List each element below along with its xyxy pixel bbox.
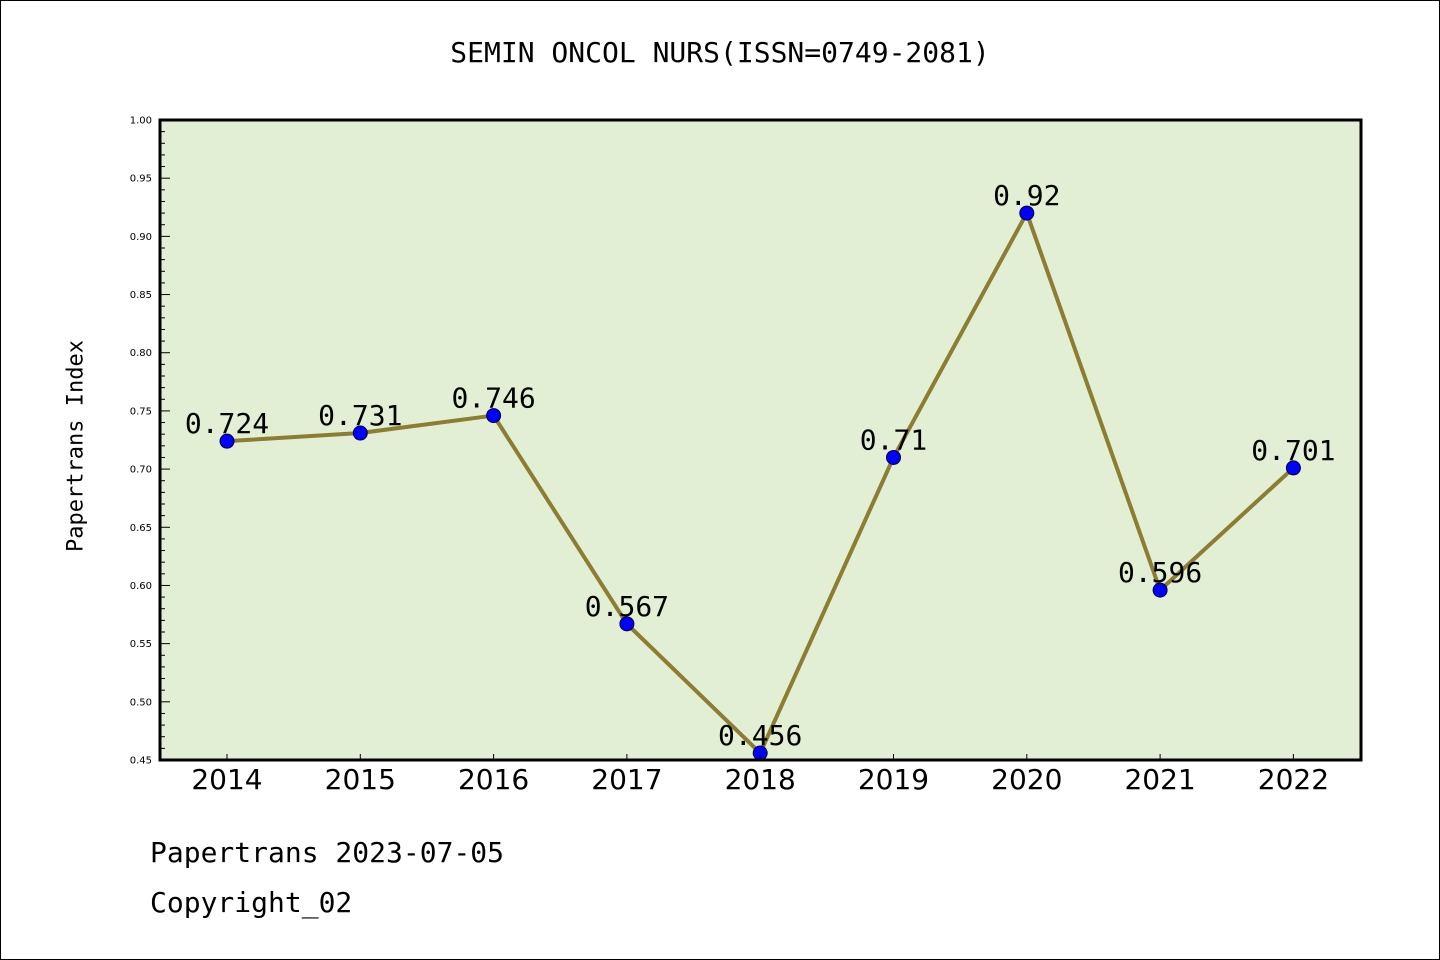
y-tick-label: 0.80 bbox=[130, 348, 152, 359]
data-point bbox=[1152, 582, 1168, 598]
chart-title: SEMIN ONCOL NURS(ISSN=0749-2081) bbox=[450, 36, 990, 69]
data-point bbox=[1285, 460, 1301, 476]
data-label: 0.567 bbox=[585, 590, 669, 623]
y-tick-label: 0.95 bbox=[130, 174, 152, 185]
x-tick-label: 2017 bbox=[591, 763, 662, 796]
data-label: 0.701 bbox=[1251, 434, 1335, 467]
x-tick-label: 2019 bbox=[858, 763, 929, 796]
y-tick-label: 0.85 bbox=[130, 290, 152, 301]
data-point bbox=[486, 408, 502, 424]
y-tick-label: 0.55 bbox=[130, 639, 152, 650]
data-point bbox=[886, 449, 901, 465]
y-tick-label: 0.45 bbox=[130, 756, 152, 767]
y-tick-label: 0.65 bbox=[130, 523, 152, 534]
data-label: 0.746 bbox=[451, 382, 535, 415]
data-point bbox=[352, 425, 368, 441]
plot-area bbox=[160, 120, 1361, 760]
x-tick-label: 2021 bbox=[1124, 763, 1195, 796]
footer-copyright: Copyright_02 bbox=[150, 886, 353, 919]
y-tick-label: 1.00 bbox=[130, 116, 152, 127]
x-tick-label: 2022 bbox=[1258, 763, 1329, 796]
plot-border bbox=[158, 118, 1363, 762]
x-tick-label: 2016 bbox=[458, 763, 529, 796]
y-tick-label: 0.60 bbox=[130, 581, 152, 592]
footer-date: Papertrans 2023-07-05 bbox=[150, 836, 505, 869]
y-axis-ticks: 0.45 0.50 0.55 0.60 0.65 0.70 0.75 0.80 0.85 0.90… bbox=[130, 116, 170, 767]
data-label: 0.456 bbox=[718, 719, 802, 752]
y-tick-label: 0.70 bbox=[130, 465, 152, 476]
series-markers bbox=[219, 205, 1301, 761]
x-tick-label: 2014 bbox=[191, 763, 262, 796]
data-label: 0.731 bbox=[318, 399, 402, 432]
y-tick-label: 0.75 bbox=[130, 406, 152, 417]
data-point bbox=[619, 616, 635, 632]
data-label: 0.724 bbox=[185, 407, 269, 440]
data-labels: 0.724 0.731 0.746 0.567 0.456 0.71 0.92 0.596 0.… bbox=[185, 179, 1336, 752]
data-label: 0.71 bbox=[860, 423, 927, 456]
y-tick-label: 0.50 bbox=[130, 697, 152, 708]
x-tick-label: 2020 bbox=[991, 763, 1062, 796]
data-label: 0.596 bbox=[1118, 556, 1202, 589]
y-tick-label: 0.90 bbox=[130, 232, 152, 243]
data-label: 0.92 bbox=[993, 179, 1060, 212]
data-point bbox=[1019, 205, 1035, 221]
data-point bbox=[219, 433, 235, 449]
x-axis-labels: 2014 2015 2016 2017 2018 2019 2020 2021 2022 bbox=[191, 754, 1329, 796]
x-tick-label: 2018 bbox=[725, 763, 796, 796]
x-tick-label: 2015 bbox=[325, 763, 396, 796]
